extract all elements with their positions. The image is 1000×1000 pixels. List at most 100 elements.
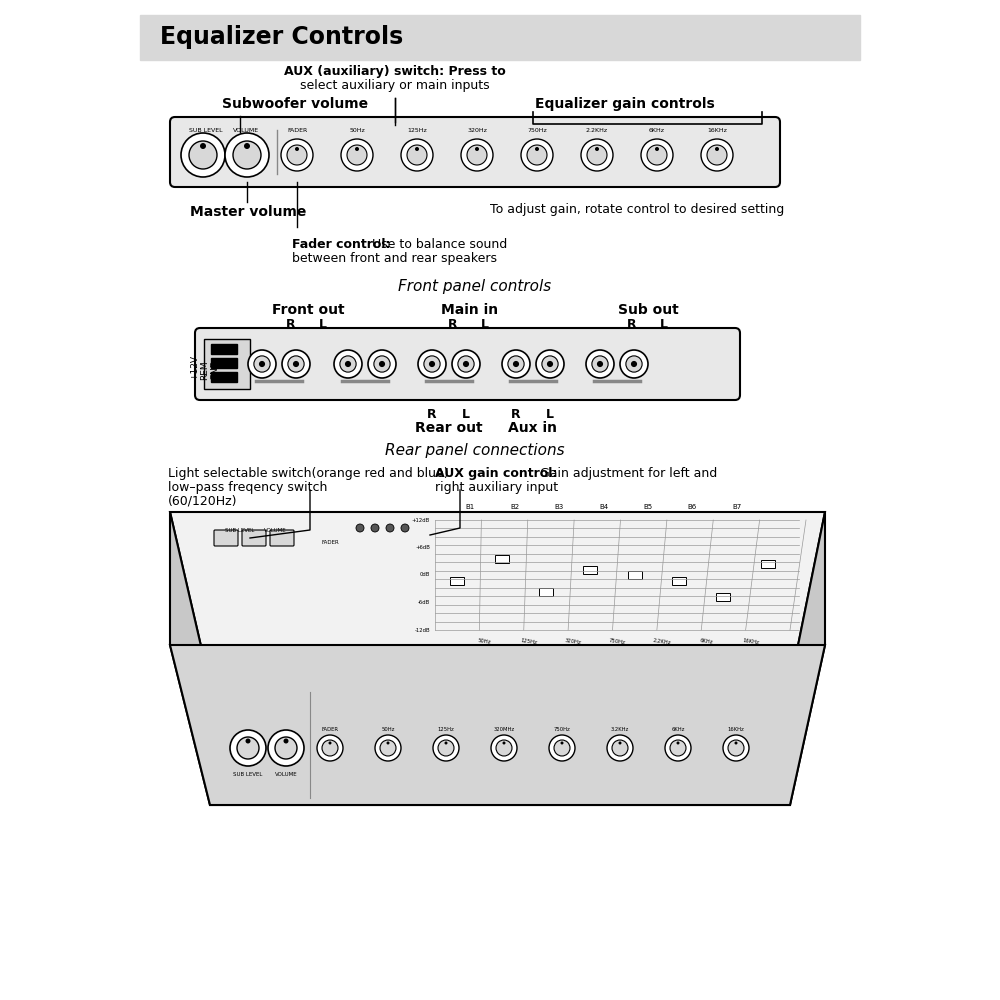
Text: L: L <box>462 408 470 422</box>
Text: low–pass freqency switch: low–pass freqency switch <box>168 481 327 493</box>
Circle shape <box>554 740 570 756</box>
Circle shape <box>401 139 433 171</box>
Circle shape <box>334 350 362 378</box>
Text: 750Hz: 750Hz <box>609 638 626 645</box>
FancyBboxPatch shape <box>211 372 237 382</box>
Text: Subwoofer volume: Subwoofer volume <box>222 97 368 111</box>
Circle shape <box>328 742 332 744</box>
Circle shape <box>527 145 547 165</box>
Text: 125Hz: 125Hz <box>407 128 427 133</box>
Circle shape <box>189 141 217 169</box>
Text: 750Hz: 750Hz <box>554 727 570 732</box>
Text: REM: REM <box>200 360 210 380</box>
Text: AUX (auxiliary) switch: Press to: AUX (auxiliary) switch: Press to <box>284 66 506 79</box>
FancyBboxPatch shape <box>140 15 860 60</box>
Text: SUB LEVEL: SUB LEVEL <box>189 128 223 133</box>
Text: 50Hz: 50Hz <box>381 727 395 732</box>
Text: 320Hz: 320Hz <box>467 128 487 133</box>
Circle shape <box>281 139 313 171</box>
Circle shape <box>467 145 487 165</box>
Text: 16KHz: 16KHz <box>742 638 759 645</box>
Circle shape <box>513 361 519 367</box>
Text: R: R <box>286 318 296 332</box>
Text: Sub out: Sub out <box>618 303 678 317</box>
Text: FADER: FADER <box>322 727 338 732</box>
FancyBboxPatch shape <box>211 344 237 354</box>
Text: B2: B2 <box>510 504 519 510</box>
Circle shape <box>458 356 474 372</box>
Text: R: R <box>511 408 521 422</box>
Circle shape <box>612 740 628 756</box>
Text: L: L <box>319 318 327 332</box>
Circle shape <box>701 139 733 171</box>
Text: 16KHz: 16KHz <box>728 727 744 732</box>
Text: 320MHz: 320MHz <box>493 727 515 732</box>
Circle shape <box>282 350 310 378</box>
Text: B5: B5 <box>643 504 653 510</box>
Text: Aux in: Aux in <box>509 421 558 435</box>
Text: 6KHz: 6KHz <box>649 128 665 133</box>
Circle shape <box>618 742 622 744</box>
Circle shape <box>275 737 297 759</box>
Text: -6dB: -6dB <box>418 600 430 605</box>
Text: FADER: FADER <box>287 128 307 133</box>
Circle shape <box>715 147 719 151</box>
FancyBboxPatch shape <box>583 566 597 574</box>
Circle shape <box>444 742 448 744</box>
Circle shape <box>631 361 637 367</box>
Circle shape <box>503 742 506 744</box>
Text: 6KHz: 6KHz <box>699 638 713 645</box>
Circle shape <box>368 350 396 378</box>
Text: SUB LEVEL: SUB LEVEL <box>225 528 255 532</box>
Circle shape <box>322 740 338 756</box>
Text: Use to balance sound: Use to balance sound <box>372 238 507 251</box>
Circle shape <box>549 735 575 761</box>
Text: Light selectable switch(orange red and blue): Light selectable switch(orange red and b… <box>168 466 449 480</box>
Text: R: R <box>627 318 637 332</box>
Text: Equalizer Controls: Equalizer Controls <box>160 25 403 49</box>
Text: VOLUME: VOLUME <box>264 528 286 532</box>
Circle shape <box>461 139 493 171</box>
Circle shape <box>181 133 225 177</box>
Text: FADER: FADER <box>321 540 339 544</box>
Circle shape <box>547 361 553 367</box>
Text: R: R <box>448 318 458 332</box>
Circle shape <box>595 147 599 151</box>
Circle shape <box>496 740 512 756</box>
Circle shape <box>535 147 539 151</box>
FancyBboxPatch shape <box>170 117 780 187</box>
Circle shape <box>429 361 435 367</box>
Circle shape <box>581 139 613 171</box>
Circle shape <box>676 742 680 744</box>
Text: +12V: +12V <box>190 355 200 380</box>
Text: Main in: Main in <box>441 303 499 317</box>
Text: L: L <box>481 318 489 332</box>
Circle shape <box>560 742 564 744</box>
Circle shape <box>374 356 390 372</box>
Circle shape <box>508 356 524 372</box>
Circle shape <box>259 361 265 367</box>
Circle shape <box>284 738 288 744</box>
FancyBboxPatch shape <box>214 530 238 546</box>
Circle shape <box>244 143 250 149</box>
Text: 16KHz: 16KHz <box>707 128 727 133</box>
Circle shape <box>641 139 673 171</box>
Circle shape <box>502 350 530 378</box>
Circle shape <box>288 356 304 372</box>
Text: Equalizer gain controls: Equalizer gain controls <box>535 97 715 111</box>
Text: 2.2KHz: 2.2KHz <box>586 128 608 133</box>
FancyBboxPatch shape <box>716 593 730 601</box>
FancyBboxPatch shape <box>450 576 464 584</box>
Text: L: L <box>546 408 554 422</box>
Circle shape <box>438 740 454 756</box>
Text: right auxiliary input: right auxiliary input <box>435 481 558 493</box>
Text: B7: B7 <box>732 504 741 510</box>
Circle shape <box>237 737 259 759</box>
Circle shape <box>317 735 343 761</box>
Text: VOLUME: VOLUME <box>275 772 297 778</box>
Circle shape <box>375 735 401 761</box>
Circle shape <box>670 740 686 756</box>
Text: SUB LEVEL: SUB LEVEL <box>233 772 263 778</box>
Text: B1: B1 <box>466 504 475 510</box>
Text: 750Hz: 750Hz <box>527 128 547 133</box>
